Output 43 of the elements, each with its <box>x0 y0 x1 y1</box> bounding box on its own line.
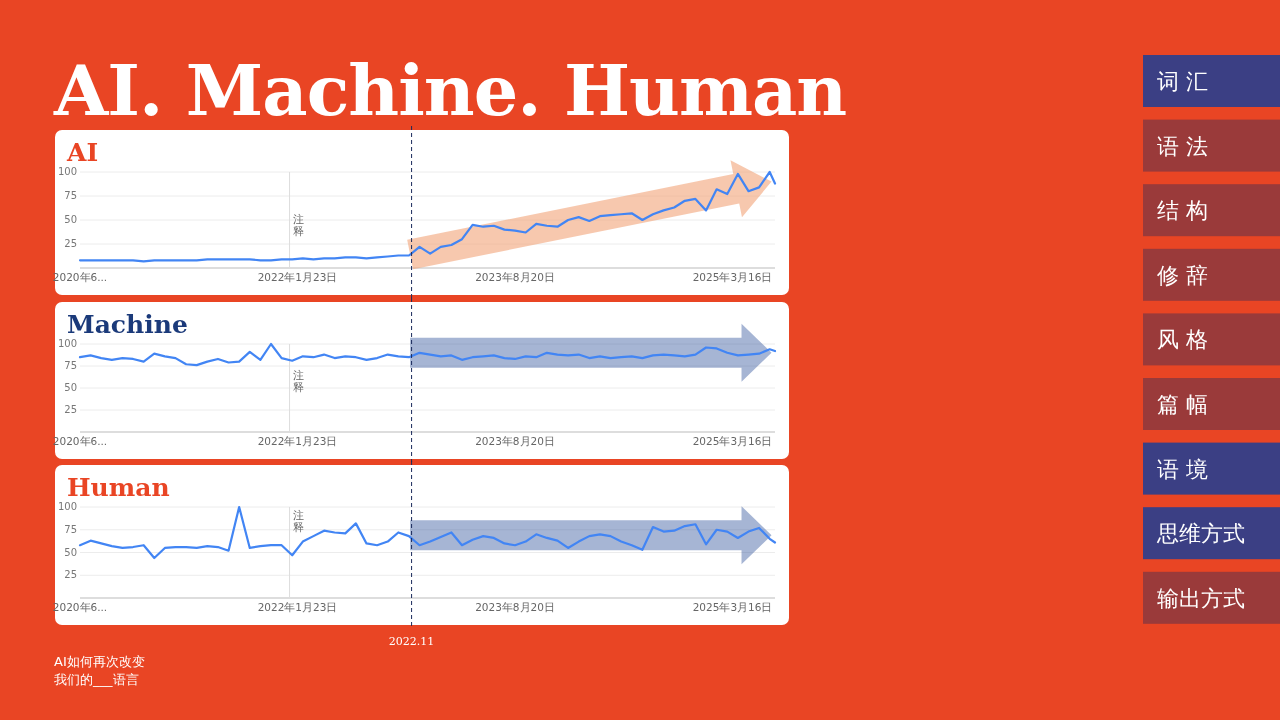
category-label: 结 构 <box>1157 198 1208 224</box>
x-tick-label: 2025年3月16日 <box>692 271 773 283</box>
category-label: 篇 幅 <box>1157 392 1208 417</box>
line-series <box>78 342 777 367</box>
ref-line-label: 注释 <box>292 509 304 534</box>
chart-title: AI <box>66 138 99 167</box>
y-tick-label: 50 <box>64 382 77 394</box>
x-tick-label: 2022年1月23日 <box>257 271 338 283</box>
y-tick-label: 25 <box>64 238 77 250</box>
text: AI如何再次改变 <box>54 654 145 669</box>
x-tick-label: 2023年8月20日 <box>475 435 555 447</box>
line-series <box>78 170 777 263</box>
x-tick-label: 2022年1月23日 <box>257 435 338 447</box>
y-tick-label: 25 <box>64 404 77 416</box>
ref-line-label: 注释 <box>292 213 304 238</box>
y-tick-label: 50 <box>64 214 77 226</box>
chart-title: Human <box>67 473 170 502</box>
x-tick-label: 2025年3月16日 <box>692 601 773 613</box>
chart-title: Machine <box>67 310 188 339</box>
text: AI. Machine. Human <box>53 49 847 132</box>
y-tick-label: 75 <box>64 360 77 372</box>
category-label: 词 汇 <box>1157 69 1208 94</box>
text: 我们的___语言 <box>54 672 139 687</box>
y-tick-label: 75 <box>64 190 77 202</box>
category-label: 语 境 <box>1157 456 1208 482</box>
ref-line-label: 注释 <box>292 368 304 393</box>
category-label: 思维方式 <box>1156 521 1245 547</box>
category-label: 风 格 <box>1157 327 1208 353</box>
ref-line-label: 2022.11 <box>388 635 435 648</box>
line-series <box>78 505 777 560</box>
x-tick-label: 2023年8月20日 <box>475 601 555 613</box>
y-tick-label: 100 <box>57 338 77 350</box>
category-label: 语 法 <box>1157 133 1208 159</box>
x-tick-label: 2025年3月16日 <box>692 435 773 447</box>
category-label: 修 辞 <box>1157 262 1208 288</box>
y-tick-label: 50 <box>64 546 77 558</box>
x-tick-label: 2022年1月23日 <box>257 601 338 613</box>
x-tick-label: 2023年8月20日 <box>475 271 555 283</box>
y-tick-label: 100 <box>57 166 77 178</box>
y-tick-label: 100 <box>57 501 77 513</box>
y-tick-label: 25 <box>64 569 77 581</box>
y-tick-label: 75 <box>64 523 77 535</box>
category-label: 输出方式 <box>1157 585 1245 611</box>
